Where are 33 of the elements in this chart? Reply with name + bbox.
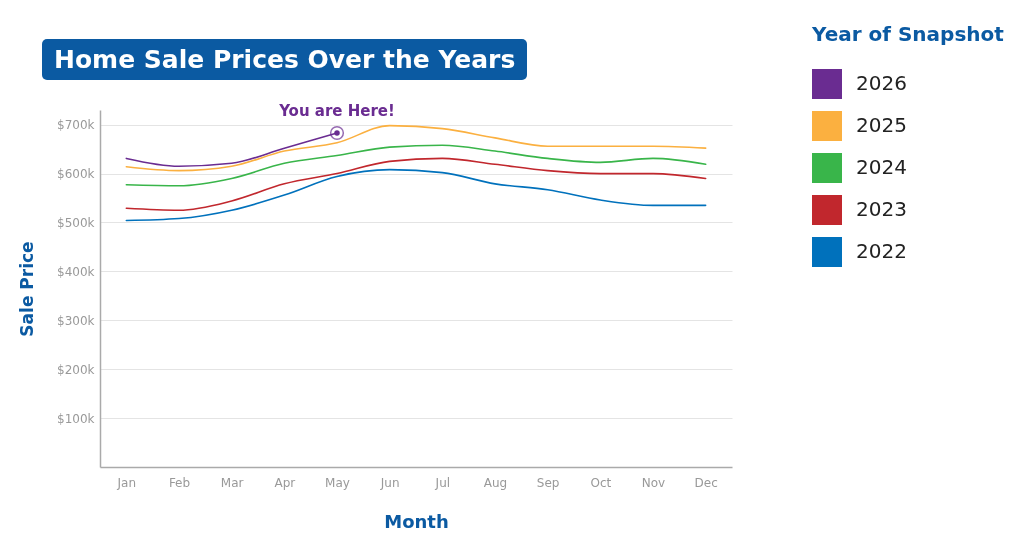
y-tick-label: $100k	[57, 411, 95, 426]
y-tick-label: $400k	[57, 264, 95, 279]
x-tick-label: Aug	[483, 475, 508, 490]
legend-label: 2023	[856, 197, 907, 221]
y-axis-title: Sale Price	[17, 241, 38, 337]
line-series	[125, 157, 707, 212]
legend-title: Year of Snapshot	[811, 22, 1005, 46]
y-tick-label: $600k	[57, 167, 95, 182]
legend-label: 2026	[856, 71, 907, 95]
x-tick-label: Feb	[168, 475, 191, 490]
x-tick-label: Jul	[434, 475, 451, 490]
legend-label: 2024	[856, 155, 907, 179]
x-tick-label: Oct	[590, 475, 612, 490]
y-tick-label: $300k	[57, 313, 95, 328]
y-tick-label: $500k	[57, 215, 95, 230]
chart-title: Home Sale Prices Over the Years	[42, 39, 528, 80]
line-series	[125, 168, 707, 222]
x-axis-title: Month	[384, 510, 449, 532]
legend-label: 2025	[856, 113, 907, 137]
y-tick-label: $200k	[57, 362, 95, 377]
line-series	[125, 124, 707, 172]
x-tick-label: Apr	[274, 475, 296, 490]
legend-label: 2022	[856, 239, 907, 263]
x-tick-label: Nov	[641, 475, 666, 490]
y-tick-label: $700k	[57, 118, 95, 133]
x-tick-label: May	[325, 475, 350, 490]
line-series	[125, 144, 707, 187]
annotation: You are Here!	[278, 101, 395, 120]
x-tick-label: Jun	[379, 475, 400, 490]
x-tick-label: Mar	[220, 475, 244, 490]
x-tick-label: Sep	[536, 475, 560, 490]
x-tick-label: Jan	[116, 475, 137, 490]
x-tick-label: Dec	[694, 475, 718, 490]
